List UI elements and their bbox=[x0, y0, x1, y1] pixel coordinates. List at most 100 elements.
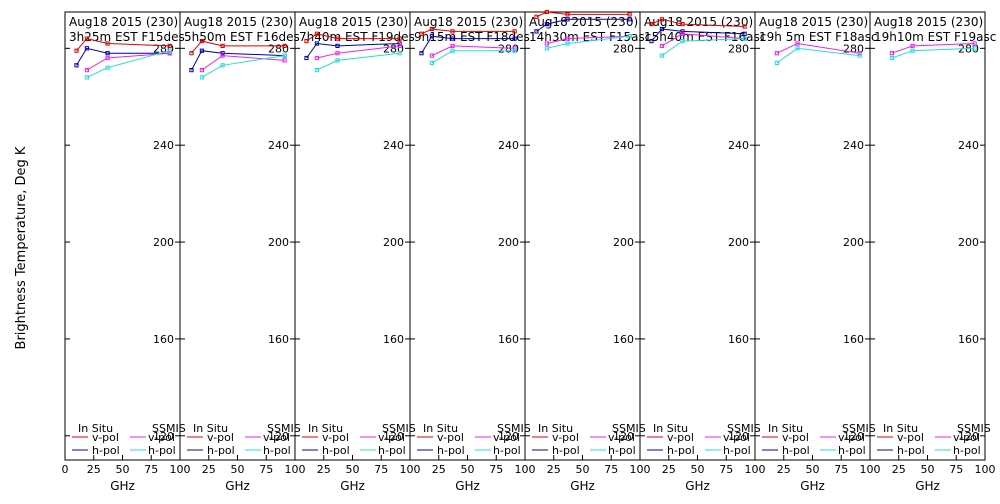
panel-8-xtick-label-25: 25 bbox=[892, 463, 906, 476]
panel-3-ytick-label-200: 200 bbox=[383, 236, 404, 249]
panel-2-ssmis-vpol-point-2 bbox=[282, 58, 287, 63]
panel-3-insitu-hpol-point-3 bbox=[397, 41, 402, 46]
panel-6-ytick-label-160: 160 bbox=[728, 333, 749, 346]
panel-2-insitu-vpol-line bbox=[191, 40, 285, 54]
panel-1-xlabel: GHz bbox=[110, 479, 135, 493]
panel-3-legend-ssmis-title: SSMIS bbox=[382, 422, 416, 435]
panel-5-xtick-label-100: 100 bbox=[630, 463, 651, 476]
panel-3-ssmis-hpol-point-1 bbox=[335, 58, 340, 63]
panel-3-xtick-label-50: 50 bbox=[346, 463, 360, 476]
panel-1-insitu-hpol-line bbox=[76, 47, 170, 66]
panel-6-xtick-label-50: 50 bbox=[691, 463, 705, 476]
panel-3-xtick-label-25: 25 bbox=[317, 463, 331, 476]
panel-7-ytick-label-160: 160 bbox=[843, 333, 864, 346]
panel-2-xtick-label-100: 100 bbox=[285, 463, 306, 476]
panel-2-insitu-vpol-point-0 bbox=[189, 51, 194, 56]
panel-6-ytick-label-240: 240 bbox=[728, 139, 749, 152]
panel-6-insitu-vpol-line bbox=[651, 18, 745, 27]
panel-6-ssmis-hpol-point-2 bbox=[742, 36, 747, 41]
panel-5-insitu-vpol-point-3 bbox=[627, 12, 632, 17]
panel-2-insitu-vpol-point-3 bbox=[282, 43, 287, 48]
panel-3-ssmis-hpol-point-0 bbox=[314, 68, 319, 73]
panel-2-date: Aug18 2015 (230) bbox=[184, 15, 293, 29]
panel-7-legend-insitu-title: In Situ bbox=[768, 422, 803, 435]
panel-1-legend-ssmis-vpol-label: v-pol bbox=[148, 431, 175, 444]
panel-8-ssmis-hpol-point-0 bbox=[889, 55, 894, 61]
panel-1-xtick-label-75: 75 bbox=[144, 463, 158, 476]
panel-4-insitu-hpol-point-1 bbox=[429, 34, 434, 39]
panel-7-legend-insitu-vpol-label: v-pol bbox=[782, 431, 809, 444]
panel-2-xtick-label-50: 50 bbox=[231, 463, 245, 476]
panel-8-legend-insitu-title: In Situ bbox=[883, 422, 918, 435]
panel-4-xtick-label-25: 25 bbox=[432, 463, 446, 476]
panel-3-ytick-label-240: 240 bbox=[383, 139, 404, 152]
panel-4-ytick-label-240: 240 bbox=[498, 139, 519, 152]
panel-1-ytick-label-200: 200 bbox=[153, 236, 174, 249]
panel-4-legend-insitu-title: In Situ bbox=[423, 422, 458, 435]
panel-5-xlabel: GHz bbox=[570, 479, 595, 493]
panel-8-date: Aug18 2015 (230) bbox=[874, 15, 983, 29]
panel-7-xtick-label-100: 100 bbox=[860, 463, 881, 476]
panel-3-legend-insitu-title: In Situ bbox=[308, 422, 343, 435]
panel-4-ytick-label-200: 200 bbox=[498, 236, 519, 249]
panel-6-legend-ssmis-title: SSMIS bbox=[727, 422, 761, 435]
panel-2-legend-insitu-vpol-label: v-pol bbox=[207, 431, 234, 444]
panel-7-xtick-label-75: 75 bbox=[834, 463, 848, 476]
panel-1-ssmis-vpol-point-1 bbox=[105, 55, 110, 61]
panel-2-legend-insitu-hpol-label: h-pol bbox=[207, 444, 235, 457]
panel-6-ssmis-hpol-point-1 bbox=[680, 39, 685, 44]
panel-6-xtick-label-25: 25 bbox=[662, 463, 676, 476]
panel-7-xtick-label-25: 25 bbox=[777, 463, 791, 476]
panel-7-xtick-label-50: 50 bbox=[806, 463, 820, 476]
panel-2-legend-insitu-title: In Situ bbox=[193, 422, 228, 435]
panel-8-xtick-label-75: 75 bbox=[949, 463, 963, 476]
panel-8-xtick-label-100: 100 bbox=[975, 463, 996, 476]
panel-3-ytick-label-160: 160 bbox=[383, 333, 404, 346]
panel-8-ytick-label-120: 120 bbox=[958, 430, 979, 443]
panel-8-subtitle: 19h10m EST F19asc bbox=[874, 30, 996, 44]
panel-6-legend-ssmis-hpol-label: h-pol bbox=[723, 444, 751, 457]
panel-5-legend-insitu-hpol-label: h-pol bbox=[552, 444, 580, 457]
panel-5-ssmis-hpol-point-0 bbox=[544, 46, 549, 51]
panel-1-insitu-vpol-line bbox=[76, 38, 170, 52]
panel-8-ssmis-hpol-line bbox=[891, 47, 975, 59]
panel-3-insitu-vpol-point-2 bbox=[335, 36, 340, 41]
panel-2-insitu-hpol-point-1 bbox=[199, 48, 205, 53]
panel-5-xtick-label-50: 50 bbox=[576, 463, 590, 476]
panel-7-legend-ssmis-hpol-label: h-pol bbox=[838, 444, 866, 457]
panel-8-ssmis-vpol-point-1 bbox=[910, 43, 915, 48]
panel-6-xtick-label-75: 75 bbox=[719, 463, 733, 476]
panel-7-ssmis-vpol-point-0 bbox=[774, 51, 779, 56]
panel-7-ytick-label-240: 240 bbox=[843, 139, 864, 152]
panel-6-insitu-hpol-point-1 bbox=[659, 26, 664, 32]
panel-5-xtick-label-75: 75 bbox=[604, 463, 618, 476]
panel-6-insitu-hpol-point-3 bbox=[742, 31, 747, 36]
panel-6-ssmis-vpol-point-0 bbox=[659, 43, 664, 48]
panel-4-insitu-hpol-point-2 bbox=[450, 36, 455, 41]
panel-2-legend-ssmis-title: SSMIS bbox=[267, 422, 301, 435]
panel-4-ssmis-hpol-point-0 bbox=[429, 60, 434, 65]
panel-6-legend-insitu-title: In Situ bbox=[653, 422, 688, 435]
panel-7-subtitle: 19h 5m EST F18asc bbox=[759, 30, 878, 44]
panel-6-insitu-vpol-point-0 bbox=[649, 22, 654, 27]
panel-4-ssmis-hpol-line bbox=[431, 50, 515, 64]
panel-1-ssmis-hpol-point-1 bbox=[105, 65, 110, 70]
panel-8-legend-ssmis-hpol-label: h-pol bbox=[953, 444, 981, 457]
panel-5-legend-ssmis-hpol-label: h-pol bbox=[608, 444, 636, 457]
panel-1-ytick-label-240: 240 bbox=[153, 139, 174, 152]
panel-5-ytick-label-280: 280 bbox=[613, 42, 634, 55]
panel-2-xtick-label-25: 25 bbox=[202, 463, 216, 476]
panel-2-ssmis-vpol-point-0 bbox=[199, 68, 205, 73]
panel-6-ssmis-vpol-point-1 bbox=[680, 31, 685, 36]
panel-3-xlabel: GHz bbox=[340, 479, 365, 493]
panel-5-insitu-hpol-point-1 bbox=[544, 22, 549, 27]
panel-8-legend-insitu-vpol-label: v-pol bbox=[897, 431, 924, 444]
panel-5-ytick-label-120: 120 bbox=[613, 430, 634, 443]
panel-4-xlabel: GHz bbox=[455, 479, 480, 493]
panel-3-ssmis-vpol-point-1 bbox=[335, 51, 340, 56]
panel-2-insitu-hpol-line bbox=[191, 50, 285, 71]
panel-5-legend-ssmis-title: SSMIS bbox=[612, 422, 646, 435]
panel-3-ytick-label-120: 120 bbox=[383, 430, 404, 443]
panel-4-ssmis-hpol-point-1 bbox=[450, 48, 455, 53]
